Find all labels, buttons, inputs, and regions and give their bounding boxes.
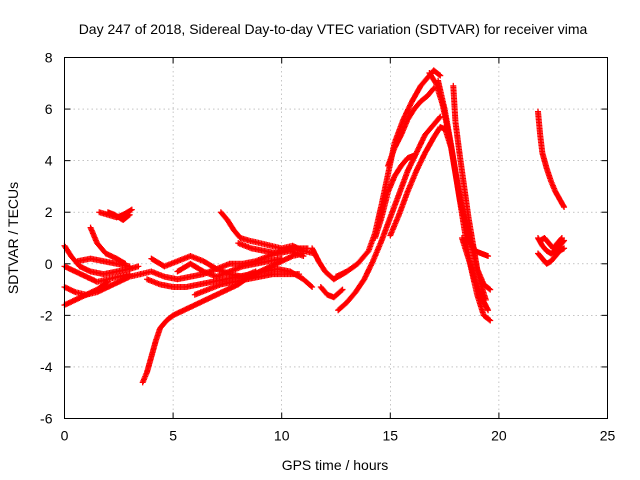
data-point-markers (217, 209, 318, 257)
data-point-markers (235, 240, 307, 260)
data-point-markers (534, 245, 568, 267)
series-track-32 (537, 235, 565, 252)
data-point-markers (450, 82, 494, 293)
y-tick-label: 8 (45, 50, 53, 66)
data-point-markers (335, 113, 444, 314)
series-track-16 (235, 240, 307, 260)
series-track-13 (174, 255, 285, 280)
series-track-28 (458, 235, 492, 314)
chart-title: Day 247 of 2018, Sidereal Day-to-day VTE… (79, 21, 588, 37)
data-point-markers (191, 271, 303, 298)
data-points (61, 67, 568, 386)
series-track-8 (104, 209, 133, 223)
tick-labels: 0 5 10 15 20 25 -6 -4 -2 0 2 4 6 8 (40, 50, 615, 444)
series-track-19 (335, 113, 444, 314)
data-point-markers (372, 152, 418, 241)
x-tick-label: 20 (491, 428, 507, 444)
y-tick-label: 0 (45, 256, 53, 272)
data-point-markers (387, 124, 450, 239)
y-tick-label: -2 (40, 307, 53, 323)
x-tick-label: 5 (169, 428, 177, 444)
y-tick-label: 2 (45, 204, 53, 220)
series-track-14 (191, 271, 303, 298)
series-track-22 (385, 85, 437, 169)
plot-frame (64, 57, 608, 419)
grid (64, 57, 608, 419)
y-tick-label: 6 (45, 101, 53, 117)
data-point-markers (458, 235, 492, 314)
x-tick-label: 10 (274, 428, 290, 444)
y-tick-label: -6 (40, 411, 53, 427)
data-point-markers (148, 253, 259, 280)
x-axis-label: GPS time / hours (282, 457, 389, 473)
series-track-27 (450, 82, 494, 293)
y-axis-label: SDTVAR / TECUs (5, 182, 21, 294)
series-track-29 (534, 108, 568, 211)
data-point-markers (534, 108, 568, 211)
series-track-15 (217, 209, 318, 257)
series-track-11 (148, 253, 259, 280)
y-tick-label: 4 (45, 153, 53, 169)
data-point-markers (61, 278, 111, 309)
series-track-18 (317, 283, 346, 301)
series-track-6 (87, 224, 129, 267)
series-track-31 (534, 245, 568, 267)
data-point-markers (385, 85, 437, 169)
data-point-markers (104, 209, 133, 223)
x-tick-label: 15 (383, 428, 399, 444)
x-tick-label: 25 (600, 428, 616, 444)
data-point-markers (87, 224, 129, 267)
series-track-4 (61, 278, 111, 309)
data-point-markers (317, 283, 346, 301)
series-track-21 (372, 152, 418, 241)
x-tick-label: 0 (61, 428, 69, 444)
data-point-markers (174, 255, 285, 280)
data-point-markers (537, 235, 565, 252)
series-track-23 (387, 124, 450, 239)
y-tick-label: -4 (40, 359, 53, 375)
